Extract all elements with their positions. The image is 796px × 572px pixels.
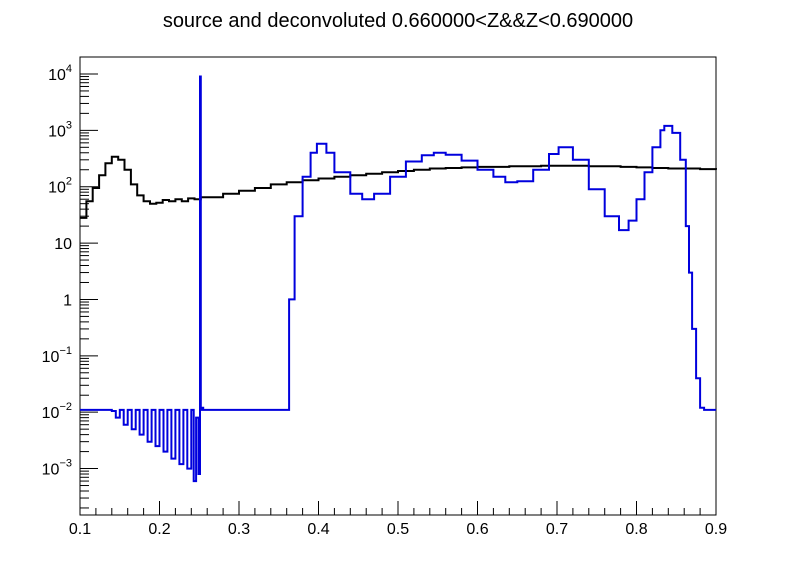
x-tick-label: 0.8 (625, 521, 647, 538)
y-tick-label: 104 (48, 63, 72, 84)
x-tick-label: 0.2 (148, 521, 170, 538)
chart-title: source and deconvoluted 0.660000<Z&&Z<0.… (163, 10, 633, 32)
y-tick-label: 10−1 (42, 345, 72, 366)
series-deconvoluted-line (80, 75, 716, 483)
y-tick-label: 10−2 (42, 401, 72, 422)
x-tick-label: 0.6 (466, 521, 488, 538)
x-tick-label: 0.3 (228, 521, 250, 538)
y-tick-label: 103 (48, 119, 72, 140)
x-tick-label: 0.7 (546, 521, 568, 538)
y-tick-label: 102 (48, 176, 72, 197)
y-tick-label: 1 (63, 292, 72, 309)
y-tick-label: 10−3 (42, 458, 72, 479)
y-tick-label: 10 (54, 236, 72, 253)
x-tick-label: 0.4 (307, 521, 329, 538)
plot-area: 0.1 0.2 0.3 0.4 0.5 0.6 0.7 0.8 0.9 10−3 10−2 10−1 1… (42, 56, 727, 538)
x-tick-label: 0.1 (69, 521, 91, 538)
x-tick-label: 0.5 (387, 521, 409, 538)
x-tick-label: 0.9 (705, 521, 727, 538)
series-source-line (80, 155, 717, 219)
